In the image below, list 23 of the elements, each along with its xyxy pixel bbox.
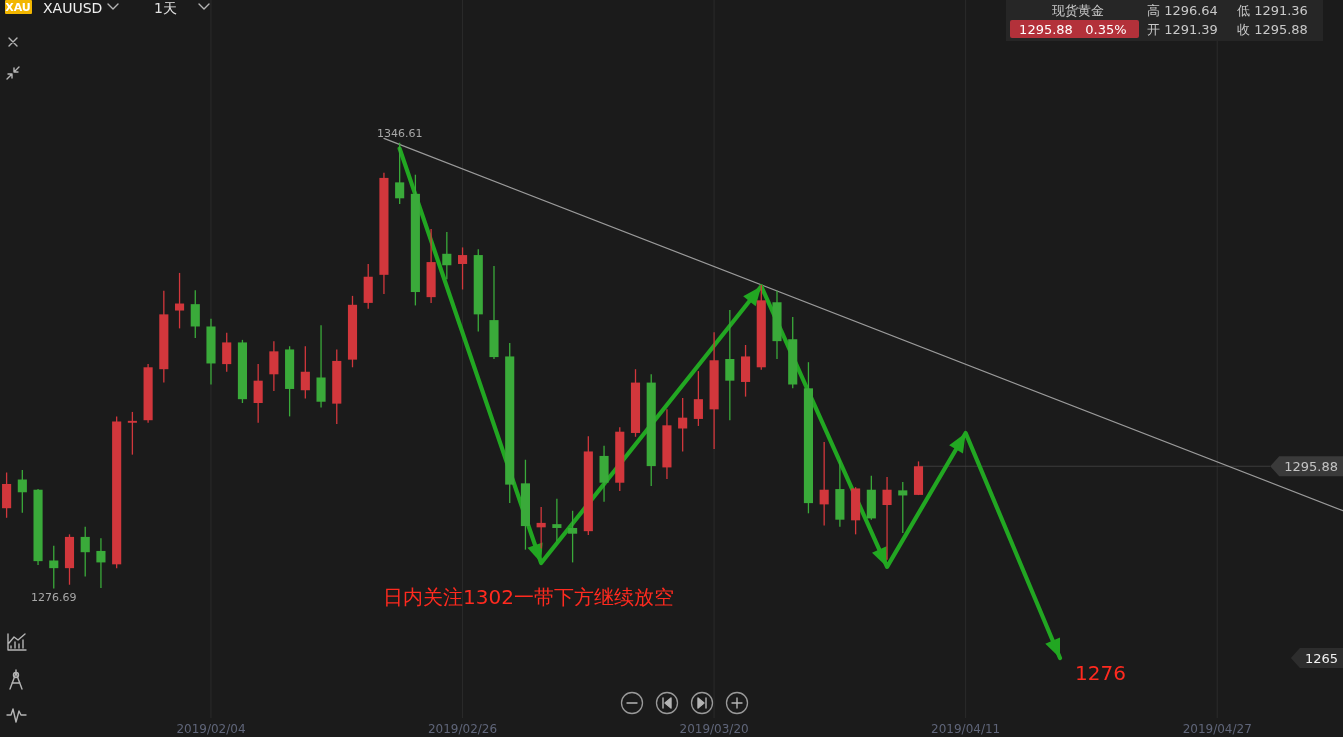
annotation: 收 1295.88 <box>1237 21 1308 37</box>
annotation: 1295.88 <box>1019 21 1073 37</box>
x-tick-label: 2019/04/11 <box>931 722 1001 736</box>
chart-title: XAUUSD <box>43 0 103 16</box>
chart-subtitle: 1天 <box>154 0 177 16</box>
x-tick-label: 2019/02/04 <box>176 722 246 736</box>
annotation: 开 1291.39 <box>1147 21 1218 37</box>
x-tick-label: 2019/04/27 <box>1182 722 1252 736</box>
annotation: XAU <box>5 0 31 14</box>
annotation: 1276 <box>1075 661 1126 685</box>
price-tag: 1265 <box>1290 648 1343 668</box>
ref-line: 1295.88 <box>918 456 1343 477</box>
annotation: 1265 <box>1304 650 1338 666</box>
annotation: 1276.69 <box>31 591 77 605</box>
x-tick-label: 2019/03/20 <box>679 722 749 736</box>
annotation: 日内关注1302一带下方继续放空 <box>383 585 674 609</box>
annotation: 高 1296.64 <box>1147 2 1218 18</box>
x-tick-label: 2019/02/26 <box>427 722 498 736</box>
annotation: 现货黄金 <box>1052 2 1104 18</box>
ref-line-label: 1295.88 <box>1284 458 1338 474</box>
annotation: 0.35% <box>1085 21 1127 37</box>
annotation: 低 1291.36 <box>1237 2 1308 18</box>
annotation: 1346.61 <box>376 127 423 141</box>
